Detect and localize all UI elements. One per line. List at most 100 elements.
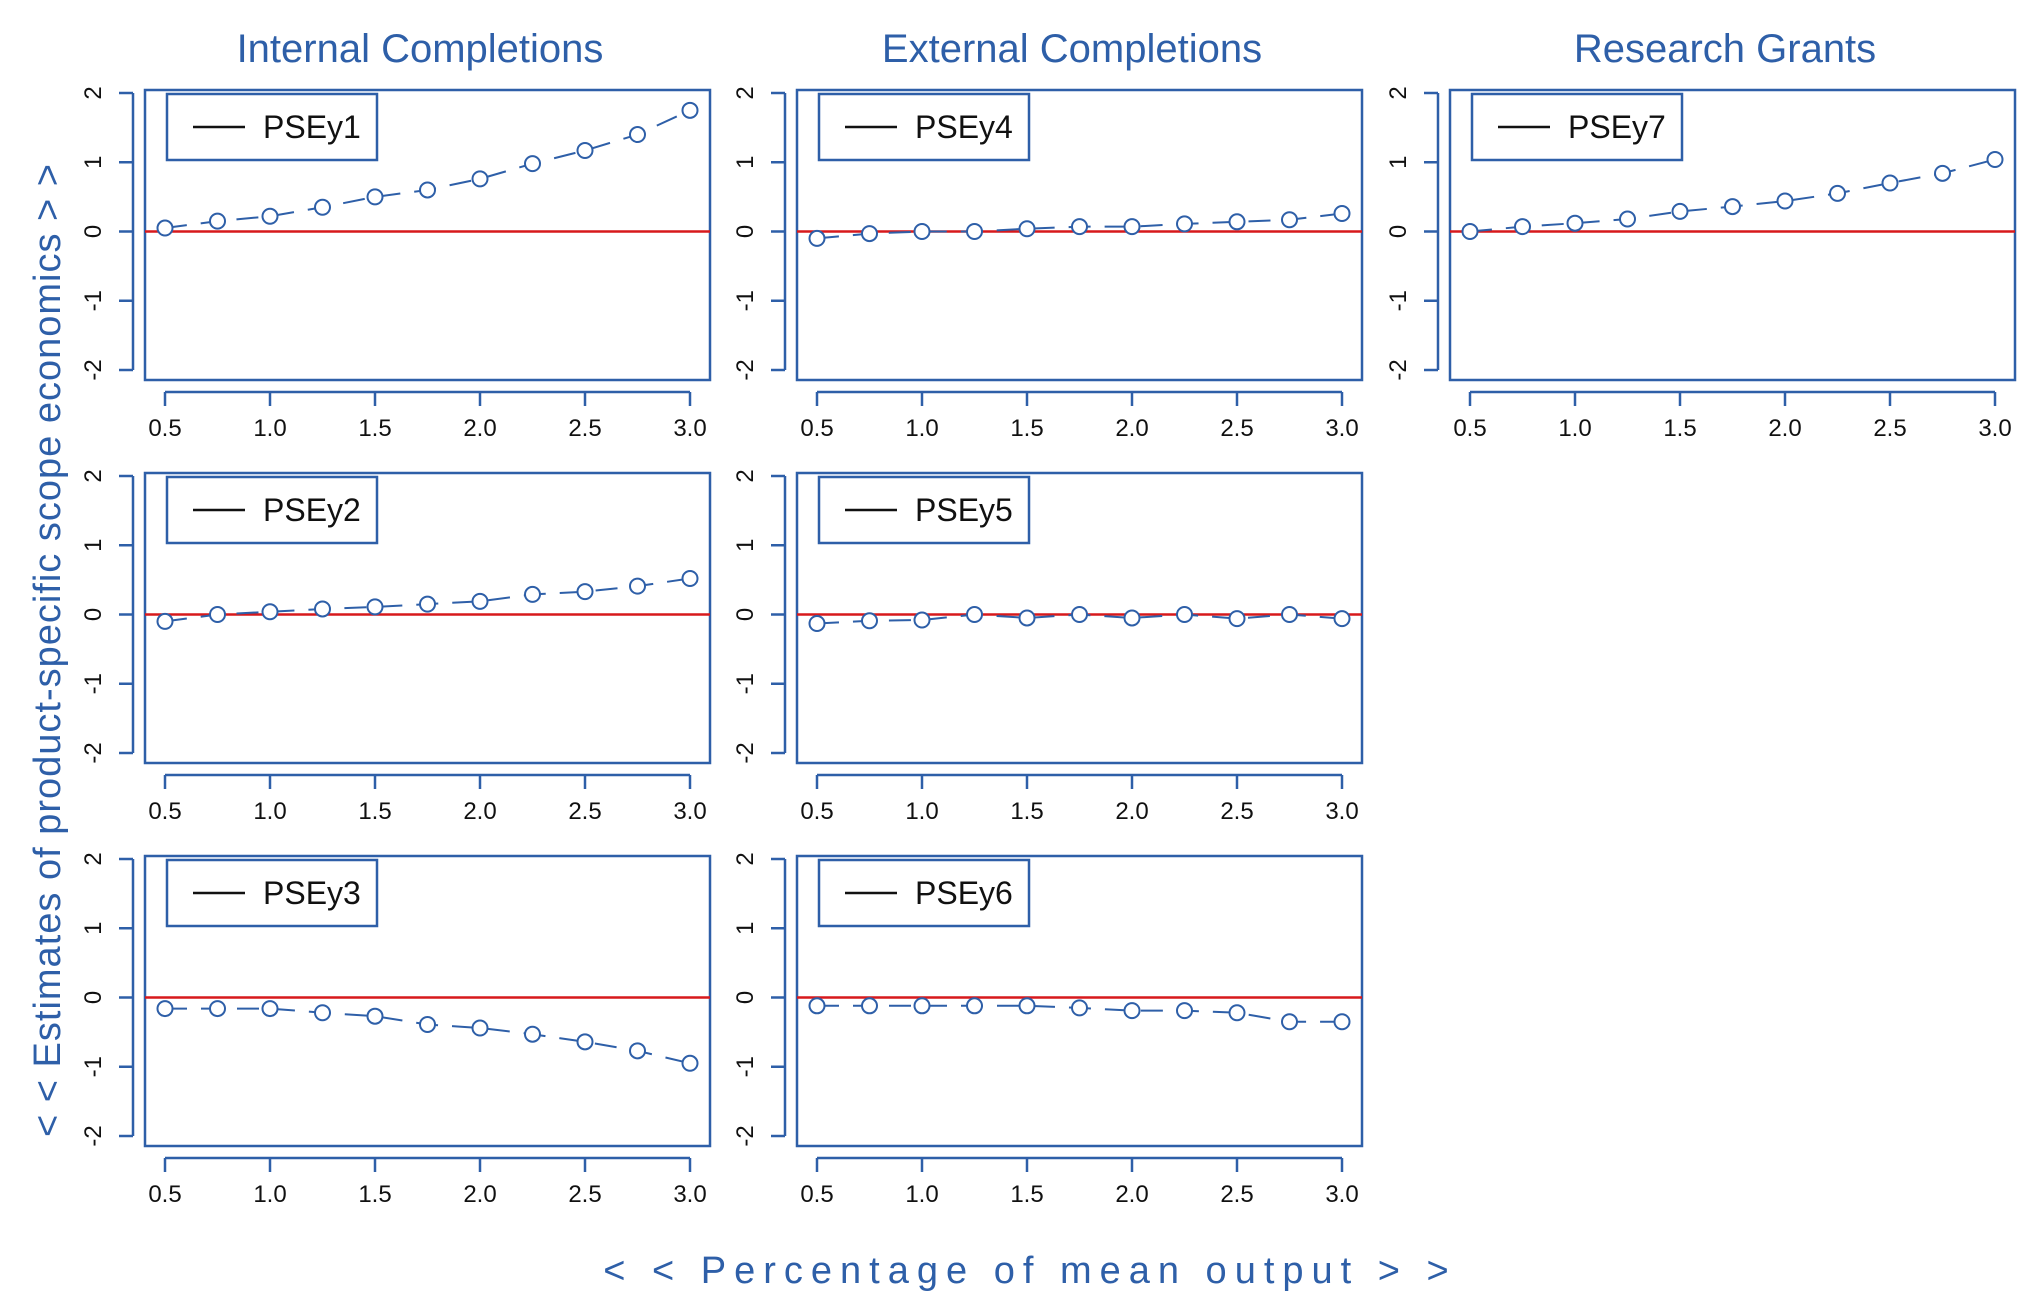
data-point [314, 600, 331, 618]
data-point [808, 229, 826, 247]
data-point [1619, 210, 1636, 228]
data-point [471, 592, 489, 610]
legend-label: PSEy7 [1568, 109, 1666, 145]
data-point [1071, 999, 1088, 1017]
y-tick-label: -1 [732, 673, 759, 694]
y-tick-label: 1 [732, 539, 759, 552]
y-tick-label: -1 [732, 1056, 759, 1077]
x-tick-label: 2.0 [463, 1181, 496, 1208]
y-tick-label: -1 [80, 290, 107, 311]
x-tick-label: 2.5 [1220, 1181, 1253, 1208]
y-tick-label: 0 [1385, 225, 1412, 238]
legend: PSEy7 [1470, 92, 1684, 162]
data-point [314, 198, 331, 216]
plot-frame [795, 854, 1364, 1148]
x-tick-label: 0.5 [148, 1181, 181, 1208]
y-tick-label: 2 [80, 469, 107, 482]
data-point [1071, 606, 1088, 623]
panel-psey7: 0.5 1.0 1.5 2.0 2.5 3.0 -2 -1 0 1 2 PSEy7 [1385, 86, 2017, 442]
x-tick-label: 2.0 [1115, 415, 1148, 442]
data-point [366, 188, 384, 206]
data-point [861, 612, 878, 630]
data-point [156, 612, 174, 630]
data-point [1071, 218, 1088, 236]
data-point [861, 225, 878, 243]
data-point [1934, 164, 1951, 182]
data-point [209, 606, 226, 623]
y-tick-label: 1 [732, 156, 759, 169]
data-point [1986, 150, 2004, 168]
data-point [419, 181, 436, 199]
legend-label: PSEy6 [915, 875, 1013, 911]
y-tick-label: 1 [80, 539, 107, 552]
data-point [1333, 204, 1351, 222]
y-tick-label: 0 [80, 225, 107, 238]
data-point [1881, 174, 1899, 192]
legend-label: PSEy5 [915, 492, 1013, 528]
data-point [1281, 1013, 1298, 1031]
x-tick-label: 1.0 [253, 415, 286, 442]
x-tick-label: 2.0 [1115, 798, 1148, 825]
y-tick-label: -2 [732, 359, 759, 380]
x-tick-label: 1.5 [1010, 798, 1043, 825]
plot-frame [1448, 88, 2017, 382]
x-tick-label: 1.0 [253, 798, 286, 825]
data-point [1724, 198, 1741, 216]
data-point [261, 603, 279, 621]
y-tick-label: 0 [732, 991, 759, 1004]
data-point [366, 598, 384, 616]
data-point [471, 1019, 489, 1037]
data-point [156, 1000, 174, 1018]
data-point [1176, 1002, 1193, 1020]
y-tick-label: 0 [80, 608, 107, 621]
panel-psey1: 0.5 1.0 1.5 2.0 2.5 3.0 -2 -1 0 1 2 PSEy1 [80, 86, 712, 442]
data-point [1776, 192, 1794, 210]
data-point [629, 126, 646, 144]
data-point [1123, 218, 1141, 236]
y-tick-label: -1 [80, 673, 107, 694]
data-point [209, 212, 226, 230]
data-point [1461, 223, 1479, 240]
x-tick-label: 1.0 [905, 1181, 938, 1208]
legend: PSEy2 [165, 475, 379, 545]
data-point [261, 1000, 279, 1018]
panels: 0.5 1.0 1.5 2.0 2.5 3.0 -2 -1 0 1 2 PSEy1 0.5 1.0 1.5 2… [80, 86, 2017, 1208]
y-tick-label: -2 [80, 1125, 107, 1146]
legend: PSEy5 [817, 475, 1031, 545]
data-point [1333, 1013, 1351, 1031]
x-tick-label: 1.5 [358, 1181, 391, 1208]
legend: PSEy4 [817, 92, 1031, 162]
y-tick-label: 1 [732, 922, 759, 935]
x-tick-label: 1.0 [253, 1181, 286, 1208]
data-point [419, 595, 436, 613]
x-tick-label: 2.5 [1220, 415, 1253, 442]
column-title-internal-completions: Internal Completions [237, 27, 604, 71]
x-tick-label: 1.0 [905, 415, 938, 442]
data-point [156, 219, 174, 237]
plot-frame [143, 88, 712, 382]
x-tick-label: 0.5 [800, 798, 833, 825]
column-title-research-grants: Research Grants [1574, 27, 1876, 71]
plot-frame [143, 854, 712, 1148]
data-point [1566, 214, 1584, 232]
x-tick-label: 3.0 [673, 415, 706, 442]
plot-frame [143, 471, 712, 765]
data-point [1228, 1004, 1246, 1022]
y-tick-label: -1 [1385, 290, 1412, 311]
legend-label: PSEy3 [263, 875, 361, 911]
data-point [576, 583, 594, 601]
panel-psey6: 0.5 1.0 1.5 2.0 2.5 3.0 -2 -1 0 1 2 PSEy6 [732, 852, 1364, 1208]
y-tick-label: 1 [80, 156, 107, 169]
y-tick-label: 1 [1385, 156, 1412, 169]
x-tick-label: 2.5 [568, 415, 601, 442]
x-tick-label: 0.5 [800, 415, 833, 442]
data-point [209, 1000, 226, 1018]
y-tick-label: 2 [1385, 86, 1412, 99]
legend-label: PSEy2 [263, 492, 361, 528]
data-point [1018, 997, 1036, 1015]
plot-frame [795, 471, 1364, 765]
x-tick-label: 1.5 [1663, 415, 1696, 442]
data-point [1281, 606, 1298, 623]
x-tick-label: 1.5 [358, 415, 391, 442]
